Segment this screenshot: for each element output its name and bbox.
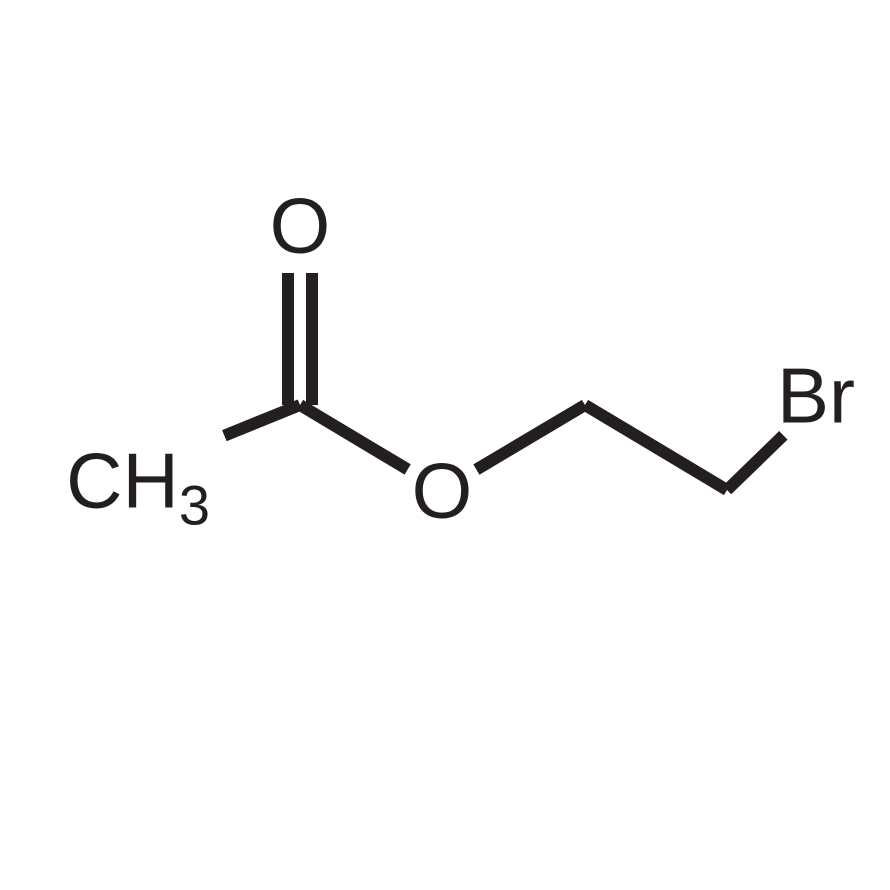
atom-label-br: Br [777,351,855,439]
atom-label-ch3: CH3 [66,436,210,536]
atom-label-o-ester: O [412,446,473,534]
atom-label-o-carbonyl: O [270,181,331,269]
molecule-canvas: CH3 O O Br [0,0,890,890]
